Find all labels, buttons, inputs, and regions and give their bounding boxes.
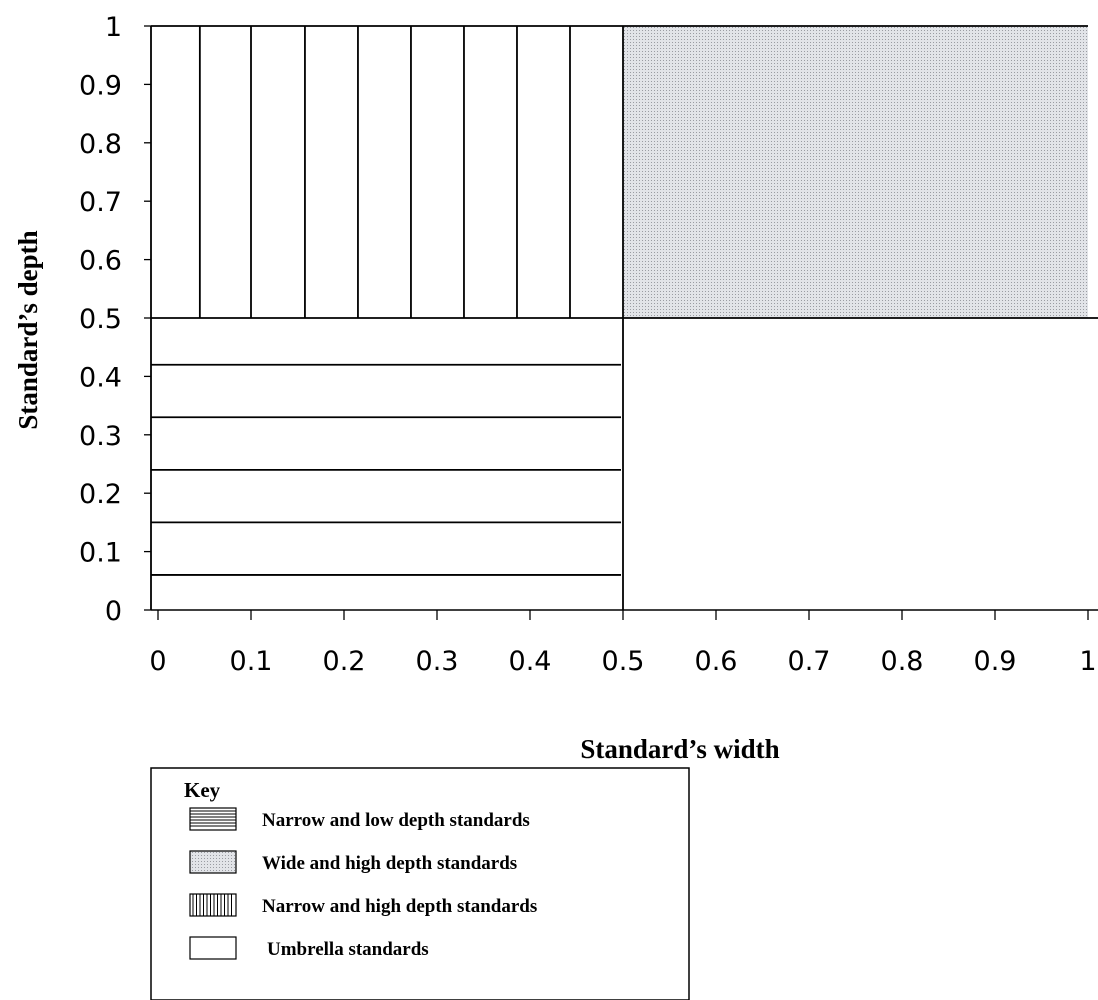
- x-tick-label: 0.3: [416, 646, 459, 677]
- x-tick-label: 0: [149, 646, 166, 677]
- legend-item-wide-and-high-depth-standards: Wide and high depth standards: [189, 850, 517, 874]
- y-tick-label: 0.9: [79, 70, 122, 101]
- ticks-layer: 0 0.1 0.2 0.3 0.4 0.5 0.6 0.7 0.8 0.9 1 0 0.1 0.2 0.3 0…: [79, 12, 1097, 677]
- y-tick-label: 1: [105, 12, 122, 43]
- legend-box: [150, 767, 690, 1000]
- y-tick-label: 0.6: [79, 246, 122, 277]
- x-tick-label: 0.2: [323, 646, 366, 677]
- y-tick-label: 0.1: [79, 538, 122, 569]
- regions-layer: [151, 26, 1088, 610]
- x-tick-label: 0.9: [974, 646, 1017, 677]
- legend-item-umbrella-standards: Umbrella standards: [189, 936, 429, 960]
- region-umbrella-standards: [623, 318, 1088, 610]
- y-tick-label: 0.4: [79, 362, 122, 393]
- x-tick-label: 0.6: [695, 646, 738, 677]
- legend-label: Narrow and low depth standards: [262, 810, 530, 831]
- legend-swatch: [189, 850, 237, 874]
- y-tick-label: 0.2: [79, 479, 122, 510]
- region-wide-and-high-depth-standards: [623, 26, 1088, 318]
- region-narrow-and-low-depth-standards: [151, 318, 623, 610]
- x-tick-label: 0.4: [509, 646, 552, 677]
- x-axis-title: Standard’s width: [580, 734, 779, 764]
- region-narrow-and-high-depth-standards: [151, 26, 623, 318]
- y-tick-label: 0.5: [79, 304, 122, 335]
- legend-item-narrow-and-high-depth-standards: Narrow and high depth standards: [189, 893, 537, 917]
- x-tick-label: 0.8: [881, 646, 924, 677]
- legend-swatch: [189, 936, 237, 960]
- hatch-layer: [151, 26, 621, 576]
- legend-label: Umbrella standards: [267, 939, 429, 960]
- y-tick-label: 0.7: [79, 187, 122, 218]
- y-tick-label: 0.3: [79, 421, 122, 452]
- y-tick-label: 0: [105, 596, 122, 627]
- legend-title: Key: [184, 778, 221, 802]
- legend-label: Wide and high depth standards: [262, 853, 517, 874]
- y-axis-title: Standard’s depth: [13, 230, 43, 429]
- legend: Key Narrow and low depth standards Wide a…: [150, 767, 690, 1000]
- y-tick-label: 0.8: [79, 129, 122, 160]
- legend-label: Narrow and high depth standards: [262, 896, 537, 917]
- legend-item-narrow-and-low-depth-standards: Narrow and low depth standards: [189, 807, 530, 831]
- axes-layer: [150, 25, 1098, 611]
- x-tick-label: 0.7: [788, 646, 831, 677]
- x-tick-label: 0.1: [230, 646, 273, 677]
- x-tick-label: 0.5: [602, 646, 645, 677]
- x-tick-label: 1: [1079, 646, 1096, 677]
